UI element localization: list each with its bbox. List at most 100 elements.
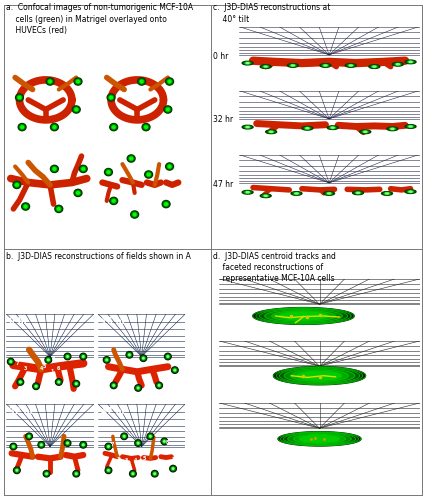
Circle shape — [48, 359, 49, 360]
Circle shape — [22, 203, 29, 210]
Circle shape — [409, 126, 412, 127]
Circle shape — [48, 80, 52, 84]
Circle shape — [408, 126, 413, 128]
Circle shape — [27, 434, 31, 438]
Polygon shape — [278, 432, 361, 446]
Circle shape — [145, 171, 153, 178]
Circle shape — [105, 170, 112, 175]
Circle shape — [45, 356, 52, 363]
Circle shape — [15, 468, 19, 472]
Circle shape — [295, 193, 298, 194]
Circle shape — [143, 358, 144, 359]
Circle shape — [360, 130, 371, 134]
Circle shape — [409, 191, 412, 192]
Circle shape — [80, 442, 86, 448]
Polygon shape — [256, 308, 351, 324]
Circle shape — [17, 94, 23, 100]
Circle shape — [18, 380, 22, 384]
Circle shape — [66, 354, 69, 358]
Circle shape — [171, 466, 175, 470]
Polygon shape — [273, 366, 366, 384]
Circle shape — [302, 126, 313, 130]
Circle shape — [168, 80, 171, 82]
Text: 2: 2 — [76, 368, 80, 372]
Circle shape — [145, 126, 147, 128]
Circle shape — [165, 203, 167, 205]
Circle shape — [162, 200, 170, 207]
Circle shape — [110, 198, 118, 204]
Circle shape — [39, 443, 43, 446]
Circle shape — [81, 354, 86, 359]
Circle shape — [105, 358, 109, 362]
Circle shape — [66, 441, 69, 445]
Circle shape — [166, 108, 170, 112]
Circle shape — [391, 128, 394, 130]
Circle shape — [289, 64, 297, 66]
Circle shape — [163, 440, 166, 442]
Circle shape — [18, 96, 21, 98]
Text: 16 hr: 16 hr — [101, 316, 126, 326]
Circle shape — [104, 356, 110, 363]
Circle shape — [108, 94, 114, 100]
Circle shape — [406, 190, 414, 193]
Circle shape — [168, 166, 171, 168]
Circle shape — [106, 444, 110, 448]
Circle shape — [18, 380, 23, 384]
Text: 7: 7 — [110, 442, 114, 448]
Circle shape — [46, 473, 47, 474]
Circle shape — [132, 472, 134, 475]
Circle shape — [158, 384, 160, 386]
Circle shape — [153, 472, 156, 475]
Circle shape — [135, 440, 141, 446]
Circle shape — [46, 358, 51, 362]
Circle shape — [75, 108, 78, 110]
Circle shape — [21, 126, 23, 128]
Circle shape — [383, 192, 391, 194]
Circle shape — [72, 106, 80, 113]
Circle shape — [269, 131, 273, 132]
Text: 0 hr: 0 hr — [213, 52, 228, 60]
Circle shape — [106, 468, 111, 473]
Circle shape — [153, 472, 157, 476]
Circle shape — [75, 473, 77, 474]
Circle shape — [12, 446, 14, 448]
Circle shape — [164, 202, 168, 206]
Circle shape — [29, 436, 30, 437]
Circle shape — [104, 168, 112, 175]
Circle shape — [79, 166, 87, 172]
Circle shape — [23, 204, 28, 208]
Circle shape — [327, 126, 338, 130]
Circle shape — [262, 194, 270, 197]
Circle shape — [405, 124, 416, 128]
Circle shape — [81, 443, 85, 446]
Circle shape — [167, 356, 169, 358]
Circle shape — [167, 108, 169, 110]
Circle shape — [260, 65, 271, 68]
Circle shape — [148, 434, 153, 439]
Circle shape — [35, 385, 37, 388]
Circle shape — [140, 80, 143, 82]
Circle shape — [372, 66, 377, 68]
Circle shape — [167, 80, 172, 84]
Circle shape — [138, 78, 146, 85]
Circle shape — [148, 434, 153, 438]
Circle shape — [245, 126, 250, 128]
Circle shape — [130, 471, 135, 476]
Circle shape — [112, 126, 115, 128]
Circle shape — [106, 444, 111, 449]
Circle shape — [242, 62, 253, 65]
Text: 7: 7 — [15, 361, 19, 366]
Circle shape — [17, 379, 24, 385]
Polygon shape — [288, 434, 351, 444]
Circle shape — [136, 386, 140, 390]
Circle shape — [142, 357, 144, 360]
Circle shape — [73, 106, 79, 112]
Circle shape — [137, 442, 139, 444]
Polygon shape — [294, 434, 345, 444]
Circle shape — [373, 66, 376, 67]
Text: b.  J3D-DIAS reconstructions of fields shown in A: b. J3D-DIAS reconstructions of fields sh… — [6, 252, 191, 261]
Text: 0 hr: 0 hr — [9, 64, 28, 74]
Circle shape — [23, 204, 29, 210]
Circle shape — [24, 206, 27, 208]
Circle shape — [55, 379, 62, 385]
